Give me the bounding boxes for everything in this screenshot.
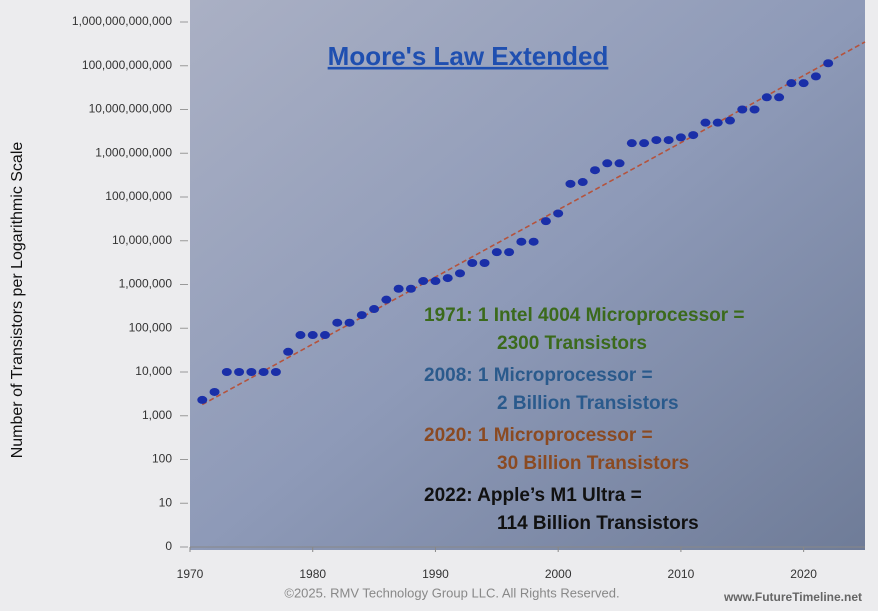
data-point xyxy=(823,59,834,68)
data-point xyxy=(553,209,564,218)
data-point xyxy=(295,331,306,340)
chart-title: Moore's Law Extended xyxy=(328,41,609,71)
annotation: 114 Billion Transistors xyxy=(497,513,699,534)
data-point xyxy=(455,269,465,278)
data-point xyxy=(221,368,232,376)
annotation: 2300 Transistors xyxy=(497,333,647,354)
data-point xyxy=(675,133,686,142)
data-point xyxy=(369,305,380,314)
annotation: 2008: 1 Microprocessor = xyxy=(424,365,653,386)
data-point xyxy=(320,331,330,340)
y-tick-label: 1,000,000,000,000 xyxy=(72,14,172,28)
data-point xyxy=(565,179,576,188)
data-point xyxy=(540,217,551,226)
annotation: 1971: 1 Intel 4004 Microprocessor = xyxy=(424,305,745,326)
data-point xyxy=(774,93,785,102)
data-point xyxy=(430,277,441,286)
data-point xyxy=(467,259,478,268)
y-tick-label: 10,000,000,000 xyxy=(89,102,173,116)
y-tick-label: 1,000,000,000 xyxy=(95,145,172,159)
annotation: 30 Billion Transistors xyxy=(497,453,689,474)
data-point xyxy=(700,118,711,127)
x-tick-label: 1980 xyxy=(299,567,326,581)
data-point xyxy=(442,274,453,283)
source: www.FutureTimeline.net xyxy=(723,590,862,604)
copyright: ©2025. RMV Technology Group LLC. All Rig… xyxy=(284,585,619,600)
data-point xyxy=(283,347,294,356)
y-tick-label: 100,000 xyxy=(129,320,173,334)
data-point xyxy=(528,237,539,246)
data-point xyxy=(405,284,416,293)
data-point xyxy=(332,318,343,327)
annotation: 2020: 1 Microprocessor = xyxy=(424,425,653,446)
data-point xyxy=(356,311,367,320)
x-tick-label: 2000 xyxy=(545,567,572,581)
x-tick-label: 2010 xyxy=(668,567,695,581)
y-tick-label: 1,000 xyxy=(142,408,172,422)
y-axis-label: Number of Transistors per Logarithmic Sc… xyxy=(9,142,26,459)
data-point xyxy=(504,248,515,257)
y-tick-label: 0 xyxy=(165,539,172,553)
data-point xyxy=(590,166,600,175)
data-point xyxy=(737,105,748,114)
y-tick-label: 10 xyxy=(159,495,173,509)
data-point xyxy=(614,159,625,168)
x-tick-label: 1970 xyxy=(177,567,204,581)
data-point xyxy=(749,105,760,114)
data-point xyxy=(798,79,809,88)
data-point xyxy=(639,139,650,148)
data-point xyxy=(381,295,392,304)
x-tick-label: 1990 xyxy=(422,567,449,581)
annotation: 2022: Apple’s M1 Ultra = xyxy=(424,485,642,506)
data-point xyxy=(479,259,490,268)
trend-line xyxy=(201,41,866,406)
data-point xyxy=(234,368,245,376)
data-point xyxy=(810,72,821,81)
data-point xyxy=(418,277,429,286)
y-tick-label: 100,000,000 xyxy=(105,189,172,203)
data-point xyxy=(651,136,662,145)
data-point xyxy=(786,79,797,88)
data-point xyxy=(688,131,699,140)
data-point xyxy=(577,178,588,187)
y-tick-label: 1,000,000 xyxy=(119,277,173,291)
y-tick-label: 100 xyxy=(152,452,172,466)
data-point xyxy=(393,284,404,293)
plot-background xyxy=(190,0,865,550)
data-point xyxy=(307,331,318,340)
x-tick-label: 2020 xyxy=(790,567,817,581)
data-point xyxy=(246,368,257,376)
y-tick-label: 100,000,000,000 xyxy=(82,58,172,72)
data-point xyxy=(626,139,637,148)
data-point xyxy=(270,368,281,376)
y-tick-label: 10,000 xyxy=(135,364,172,378)
data-point xyxy=(491,248,502,257)
data-point xyxy=(761,93,772,102)
y-tick-label: 10,000,000 xyxy=(112,233,172,247)
data-point xyxy=(602,159,613,168)
data-point xyxy=(663,136,674,145)
data-point xyxy=(197,395,208,404)
data-point xyxy=(209,387,220,396)
data-point xyxy=(725,116,735,125)
data-point xyxy=(258,368,269,376)
annotation: 2 Billion Transistors xyxy=(497,393,679,414)
data-point xyxy=(344,318,355,327)
data-point xyxy=(516,237,527,246)
data-point xyxy=(712,118,723,127)
